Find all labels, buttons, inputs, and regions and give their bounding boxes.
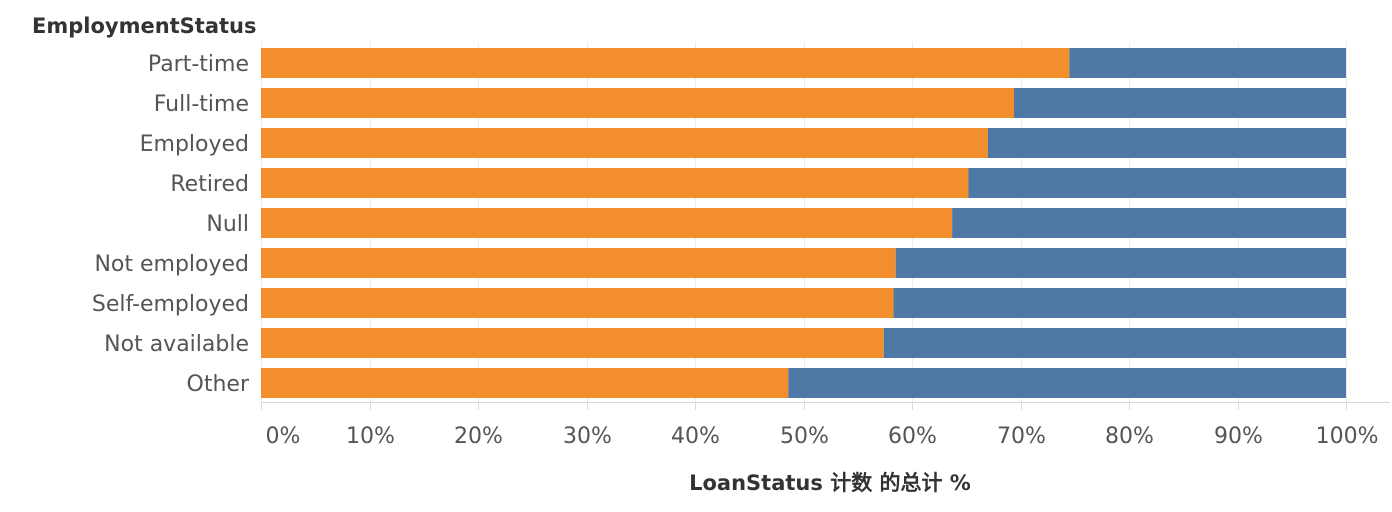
category-label-retired: Retired	[170, 172, 249, 197]
bar-retired-series-2	[968, 168, 1346, 198]
category-labels: Part-time Full-time Employed Retired Null Not…	[92, 52, 250, 397]
bar-not-available-series-1	[261, 328, 884, 358]
x-axis: 0% 10% 20% 30% 40% 50% 60% 70% 80% 90% 100%	[261, 402, 1390, 449]
tick-label-80: 80%	[1105, 424, 1154, 449]
bar-self-employed-series-1	[261, 288, 894, 318]
category-label-other: Other	[187, 372, 250, 397]
bar-other-series-2	[788, 368, 1346, 398]
tick-label-20: 20%	[454, 424, 503, 449]
bar-full-time-series-2	[1013, 88, 1346, 118]
category-label-full-time: Full-time	[154, 92, 249, 117]
tick-label-90: 90%	[1214, 424, 1263, 449]
bar-null-series-1	[261, 208, 953, 238]
bar-not-employed-series-2	[895, 248, 1346, 278]
bar-retired-series-1	[261, 168, 969, 198]
bar-full-time-series-1	[261, 88, 1014, 118]
bar-null-series-2	[952, 208, 1346, 238]
bar-not-employed-series-1	[261, 248, 896, 278]
category-label-not-available: Not available	[104, 332, 249, 357]
tick-label-100: 100%	[1316, 424, 1379, 449]
tick-label-10: 10%	[346, 424, 395, 449]
tick-label-30: 30%	[563, 424, 612, 449]
tick-label-50: 50%	[780, 424, 829, 449]
tick-label-70: 70%	[997, 424, 1046, 449]
category-label-employed: Employed	[140, 132, 249, 157]
bar-part-time-series-2	[1069, 48, 1346, 78]
bar-employed-series-2	[987, 128, 1346, 158]
bar-self-employed-series-2	[893, 288, 1346, 318]
category-label-null: Null	[206, 212, 249, 237]
tick-label-40: 40%	[671, 424, 720, 449]
category-label-self-employed: Self-employed	[92, 292, 249, 317]
bars	[261, 48, 1346, 398]
bar-employed-series-1	[261, 128, 988, 158]
category-label-part-time: Part-time	[148, 52, 249, 77]
bar-not-available-series-2	[883, 328, 1346, 358]
row-header: EmploymentStatus	[32, 14, 257, 38]
x-axis-title: LoanStatus 计数 的总计 %	[689, 471, 971, 495]
bar-part-time-series-1	[261, 48, 1070, 78]
tick-label-0: 0%	[266, 424, 301, 449]
category-label-not-employed: Not employed	[94, 252, 249, 277]
tick-label-60: 60%	[888, 424, 937, 449]
bar-other-series-1	[261, 368, 789, 398]
